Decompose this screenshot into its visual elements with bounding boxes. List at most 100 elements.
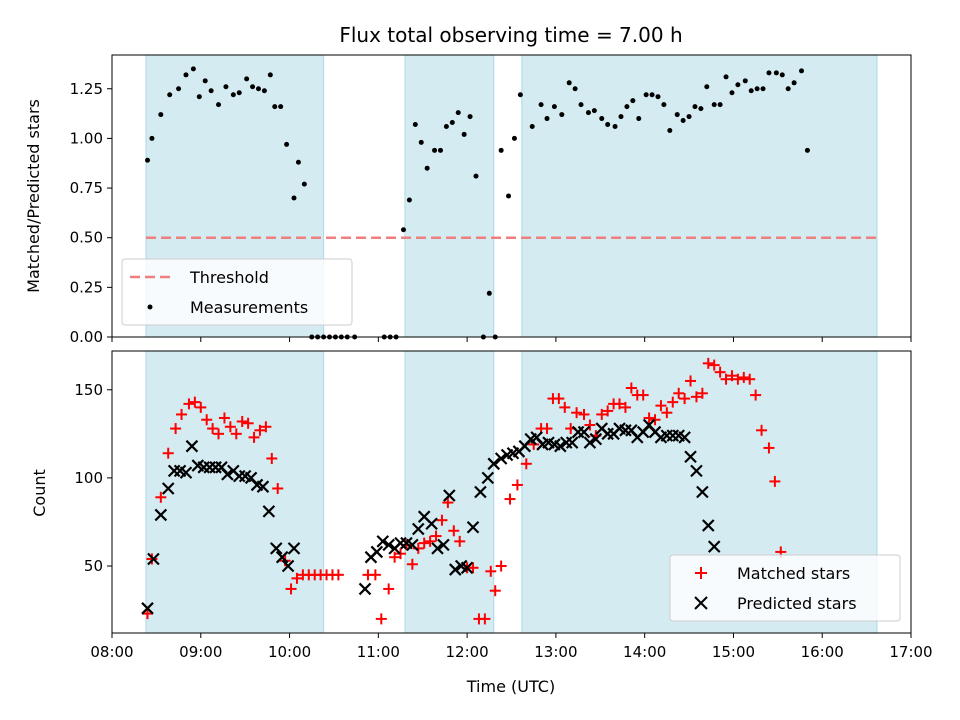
measurement-point [301,181,307,187]
matched-star-marker [467,562,479,574]
measurement-point [649,92,655,98]
x-tick-label: 13:00 [534,643,577,661]
predicted-star-marker [161,482,175,495]
predicted-star-markers [141,418,721,615]
measurement-point [791,80,797,86]
y-tick-label: 100 [74,469,103,487]
measurement-points [145,66,810,340]
matched-star-marker [170,423,182,435]
x-tick-label: 11:00 [357,643,400,661]
matched-star-marker [189,396,201,408]
measurement-point [412,122,418,128]
y-tick-label: 150 [74,381,103,399]
predicted-star-marker [256,480,270,493]
predicted-star-marker [443,489,456,502]
legend-measurements-swatch [147,304,153,310]
measurement-point [295,159,301,165]
matched-star-marker [495,560,507,572]
measurement-point [406,197,412,203]
bottom-legend-box [669,554,901,622]
matched-star-marker [702,357,714,369]
matched-star-marker [584,419,596,431]
matched-star-marker [260,421,272,433]
x-tick-label: 09:00 [179,643,222,661]
matched-star-marker [602,405,614,417]
matched-star-marker [266,453,278,465]
matched-star-marker [769,475,781,487]
matched-star-marker [213,428,225,440]
measurement-point [544,116,550,122]
matched-star-marker [596,408,608,420]
y-tick-label: 50 [84,557,103,575]
bottom-y-axis-label: Count [30,469,49,517]
predicted-star-marker [141,602,154,615]
predicted-star-marker [185,439,199,453]
predicted-star-marker [460,561,474,575]
measurement-point [267,72,273,78]
top-x-ticks [111,337,912,342]
top-legend-box [121,258,353,326]
matched-star-marker [485,565,497,577]
matched-star-marker [424,535,436,547]
predicted-star-marker [281,559,295,573]
measurement-point [729,90,735,96]
measurement-point [208,88,214,94]
y-tick-label: 0.50 [70,229,103,247]
matched-star-marker [614,398,626,410]
y-tick-label: 1.25 [70,80,103,98]
matched-star-marker [207,423,219,435]
matched-star-marker [578,408,590,420]
measurement-point [680,118,686,124]
matched-star-marker [375,613,387,625]
predicted-star-marker [554,439,567,453]
measurement-point [618,114,624,120]
legend-matched-label: Matched stars [737,564,850,583]
measurement-point [183,72,189,78]
predicted-star-marker [221,468,234,481]
measurement-point [216,102,222,108]
matched-star-marker [248,431,260,443]
matched-star-marker [218,412,230,424]
shaded-region [145,350,325,634]
bottom-legend: Matched stars Predicted stars [669,554,901,622]
matched-star-marker [696,387,708,399]
measurement-point [517,92,523,98]
predicted-star-marker [437,538,450,552]
measurement-point [766,70,772,76]
top-plot-frame [111,54,912,338]
measurement-point [698,106,704,112]
matched-star-marker [679,393,691,405]
measurement-point [723,74,729,80]
y-tick-label: 1.00 [70,129,103,147]
shaded-region [404,54,495,338]
matched-star-marker [242,417,254,429]
measurement-point [473,173,479,179]
matched-star-marker [661,407,673,419]
top-panel: Flux total observing time = 7.00 h Match… [24,23,912,346]
predicted-star-marker [487,457,501,471]
measurement-point [149,135,155,141]
predicted-star-marker [684,450,697,464]
measurement-point [449,120,455,126]
bottom-panel: Count Time (UTC) 50 100 150 08:00 09:00 10:0… [30,350,933,696]
matched-star-marker [201,414,213,426]
matched-star-marker [454,535,466,547]
matched-star-marker [285,583,297,595]
shaded-region [521,54,878,338]
measurement-point [202,78,208,84]
measurement-point [566,80,572,86]
matched-star-marker [406,558,418,570]
chart-title: Flux total observing time = 7.00 h [339,23,682,47]
matched-star-marker [756,424,768,436]
matched-star-marker [714,366,726,378]
matched-star-marker [541,423,553,435]
measurement-point [176,86,182,92]
measurement-point [278,104,284,110]
matched-star-marker [619,401,631,413]
measurement-point [624,104,630,110]
measurement-point [437,147,443,153]
x-tick-label: 12:00 [445,643,488,661]
x-tick-label: 10:00 [268,643,311,661]
legend-matched-swatch [695,567,707,579]
measurement-point [236,90,242,96]
